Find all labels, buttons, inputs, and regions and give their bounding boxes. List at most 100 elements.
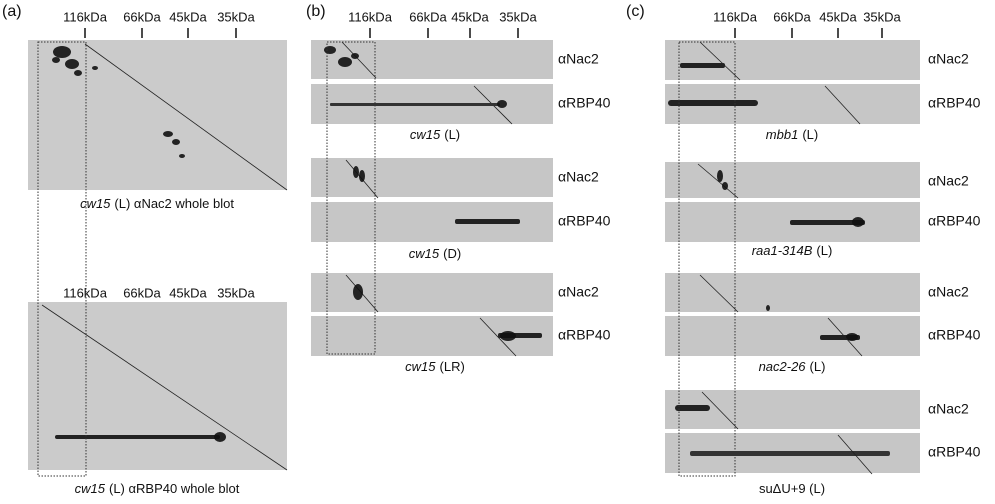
- antibody: αNac2: [558, 51, 599, 67]
- size-marker: 66kDa: [123, 285, 161, 300]
- size-marker: 35kDa: [217, 9, 255, 24]
- spot: [214, 432, 226, 442]
- antibody: αRBP40: [558, 327, 611, 343]
- antibody: αNac2: [928, 51, 969, 67]
- spot: [53, 46, 71, 58]
- spot: [717, 170, 723, 182]
- blot: [665, 162, 920, 198]
- caption: mbb1 (L): [766, 127, 818, 142]
- caption: cw15 (L): [410, 127, 460, 142]
- caption: nac2-26 (L): [759, 359, 826, 374]
- diagonal: [699, 41, 741, 81]
- condition: (L): [802, 127, 818, 142]
- band: [675, 405, 710, 411]
- dotted-box: [326, 41, 376, 355]
- condition: (L): [810, 359, 826, 374]
- condition: (LR): [440, 359, 465, 374]
- band: [690, 451, 890, 456]
- strain: cw15: [80, 196, 111, 211]
- panel-label: (b): [306, 3, 326, 20]
- spot: [497, 100, 507, 108]
- band: [455, 219, 520, 224]
- size-marker: 66kDa: [123, 9, 161, 24]
- size-marker: 116kDa: [713, 9, 758, 24]
- antibody: αRBP40: [558, 213, 611, 229]
- dotted-box: [678, 41, 736, 477]
- strain: mbb1: [766, 127, 799, 142]
- diagonal: [701, 391, 739, 430]
- panel-label: (a): [2, 3, 22, 20]
- condition: (L): [444, 127, 460, 142]
- spot: [74, 70, 82, 76]
- spot: [351, 53, 359, 59]
- size-marker: 66kDa: [409, 9, 447, 24]
- spot: [338, 57, 352, 67]
- diagonal: [699, 274, 739, 313]
- antibody: αNac2: [928, 401, 969, 417]
- strain: raa1-314B: [752, 243, 813, 258]
- spot: [846, 333, 858, 341]
- size-marker: 35kDa: [863, 9, 901, 24]
- size-marker: 35kDa: [499, 9, 537, 24]
- diagonal: [827, 317, 863, 357]
- condition: suΔU+9 (L): [759, 481, 825, 496]
- panel-label: (c): [626, 3, 645, 20]
- diagonal: [41, 304, 288, 471]
- antibody: αNac2: [928, 284, 969, 300]
- condition: (L) αRBP40 whole blot: [109, 481, 240, 496]
- strain: nac2-26: [759, 359, 807, 374]
- diagonal: [84, 43, 288, 191]
- antibody: αRBP40: [558, 95, 611, 111]
- size-marker: 45kDa: [819, 9, 857, 24]
- spot: [324, 46, 336, 54]
- diagonal: [697, 163, 739, 199]
- condition: (D): [443, 246, 461, 261]
- antibody: αNac2: [558, 169, 599, 185]
- strain: cw15: [410, 127, 441, 142]
- antibody: αRBP40: [928, 95, 981, 111]
- size-marker: 45kDa: [451, 9, 489, 24]
- size-marker: 66kDa: [773, 9, 811, 24]
- size-marker: 116kDa: [348, 9, 393, 24]
- band: [330, 103, 500, 106]
- diagonal: [837, 434, 873, 475]
- condition: (L) αNac2 whole blot: [114, 196, 234, 211]
- caption: suΔU+9 (L): [759, 481, 825, 496]
- antibody: αNac2: [928, 173, 969, 189]
- caption: cw15 (LR): [405, 359, 465, 374]
- dotted-box: [37, 41, 87, 477]
- antibody: αNac2: [558, 284, 599, 300]
- spot: [722, 182, 728, 190]
- blot: [665, 273, 920, 312]
- size-marker: 116kDa: [63, 9, 108, 24]
- spot: [52, 57, 60, 63]
- caption: cw15 (L) αRBP40 whole blot: [75, 481, 240, 496]
- caption: raa1-314B (L): [752, 243, 833, 258]
- spot: [766, 305, 770, 311]
- spot: [65, 59, 79, 69]
- size-marker: 45kDa: [169, 285, 207, 300]
- diagonal: [341, 41, 377, 79]
- spot: [163, 131, 173, 137]
- spot: [353, 166, 359, 178]
- strain: cw15: [405, 359, 436, 374]
- spot: [179, 154, 185, 158]
- spot: [500, 331, 516, 341]
- spot: [359, 170, 365, 182]
- caption: cw15 (L) αNac2 whole blot: [80, 196, 234, 211]
- band: [680, 63, 725, 68]
- diagonal: [479, 317, 517, 357]
- blot: [311, 40, 553, 79]
- blot: [665, 316, 920, 356]
- blot: [28, 302, 287, 470]
- strain: cw15: [409, 246, 440, 261]
- antibody: αRBP40: [928, 327, 981, 343]
- size-marker: 116kDa: [63, 285, 108, 300]
- diagonal: [824, 85, 861, 125]
- condition: (L): [816, 243, 832, 258]
- blot: [311, 158, 553, 197]
- spot: [852, 217, 864, 227]
- strain: cw15: [75, 481, 106, 496]
- band: [55, 435, 220, 439]
